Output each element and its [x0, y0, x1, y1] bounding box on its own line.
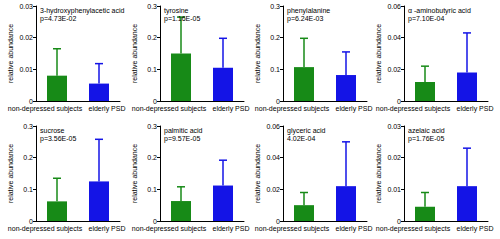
svg-text:0.2: 0.2	[147, 34, 157, 41]
svg-text:non-depressed subjects: non-depressed subjects	[255, 105, 330, 113]
svg-text:0: 0	[29, 218, 33, 225]
svg-text:elderly PSD: elderly PSD	[336, 225, 373, 233]
svg-text:elderly PSD: elderly PSD	[213, 225, 250, 233]
svg-text:relative abundance: relative abundance	[375, 24, 382, 83]
svg-text:relative abundance: relative abundance	[7, 144, 14, 203]
svg-text:elderly PSD: elderly PSD	[89, 105, 126, 113]
svg-text:0.1: 0.1	[270, 66, 280, 73]
svg-text:p=3.56E-05: p=3.56E-05	[40, 135, 76, 143]
svg-text:0: 0	[153, 98, 157, 105]
svg-text:non-depressed subjects: non-depressed subjects	[376, 225, 451, 233]
svg-text:0.2: 0.2	[23, 154, 33, 161]
svg-text:0.01: 0.01	[19, 66, 33, 73]
svg-text:α -aminobutyric acid: α -aminobutyric acid	[408, 7, 471, 15]
svg-text:phenylalanine: phenylalanine	[287, 7, 330, 15]
svg-text:0.3: 0.3	[147, 3, 157, 10]
svg-text:0.02: 0.02	[387, 66, 401, 73]
svg-text:non-depressed subjects: non-depressed subjects	[132, 225, 207, 233]
svg-text:p=1.76E-05: p=1.76E-05	[408, 135, 444, 143]
svg-text:relative abundance: relative abundance	[375, 144, 382, 203]
svg-text:non-depressed subjects: non-depressed subjects	[132, 105, 207, 113]
svg-text:p=7.10E-04: p=7.10E-04	[408, 15, 444, 23]
svg-text:non-depressed subjects: non-depressed subjects	[376, 105, 451, 113]
svg-text:0: 0	[397, 218, 401, 225]
svg-text:tyrosine: tyrosine	[164, 7, 189, 15]
svg-text:0.3: 0.3	[147, 123, 157, 130]
svg-text:0.2: 0.2	[147, 154, 157, 161]
svg-text:elderly PSD: elderly PSD	[457, 105, 494, 113]
svg-text:elderly PSD: elderly PSD	[336, 105, 373, 113]
svg-text:0: 0	[276, 218, 280, 225]
svg-text:0.3: 0.3	[23, 123, 33, 130]
svg-text:p=4.73E-02: p=4.73E-02	[40, 15, 76, 23]
svg-text:non-depressed subjects: non-depressed subjects	[8, 105, 83, 113]
svg-text:0.06: 0.06	[387, 3, 401, 10]
svg-text:palmitic acid: palmitic acid	[164, 127, 203, 135]
svg-text:elderly PSD: elderly PSD	[89, 225, 126, 233]
svg-text:0.1: 0.1	[147, 66, 157, 73]
svg-text:sucrose: sucrose	[40, 127, 65, 134]
svg-text:p=6.24E-03: p=6.24E-03	[287, 15, 323, 23]
svg-text:p=9.57E-05: p=9.57E-05	[164, 135, 200, 143]
svg-text:0: 0	[29, 98, 33, 105]
svg-text:relative abundance: relative abundance	[7, 24, 14, 83]
svg-text:0.06: 0.06	[266, 123, 280, 130]
svg-text:0.2: 0.2	[270, 34, 280, 41]
svg-text:3-hydroxyphenylacetic acid: 3-hydroxyphenylacetic acid	[40, 7, 125, 15]
svg-text:0.02: 0.02	[19, 34, 33, 41]
svg-text:relative abundance: relative abundance	[131, 24, 138, 83]
svg-text:0.1: 0.1	[23, 186, 33, 193]
svg-text:non-depressed subjects: non-depressed subjects	[8, 225, 83, 233]
svg-text:0.04: 0.04	[266, 154, 280, 161]
svg-text:elderly PSD: elderly PSD	[457, 225, 494, 233]
svg-text:0.04: 0.04	[387, 34, 401, 41]
svg-text:0.02: 0.02	[387, 154, 401, 161]
svg-text:relative abundance: relative abundance	[254, 24, 261, 83]
svg-text:4.02E-04: 4.02E-04	[287, 135, 316, 142]
svg-text:0.3: 0.3	[270, 3, 280, 10]
svg-text:0.01: 0.01	[387, 186, 401, 193]
svg-text:non-depressed subjects: non-depressed subjects	[255, 225, 330, 233]
svg-text:glyceric acid: glyceric acid	[287, 127, 326, 135]
svg-text:0: 0	[397, 98, 401, 105]
svg-text:0.02: 0.02	[266, 186, 280, 193]
svg-text:azelaic acid: azelaic acid	[408, 127, 445, 134]
svg-text:0: 0	[276, 98, 280, 105]
svg-text:elderly PSD: elderly PSD	[213, 105, 250, 113]
svg-text:0.03: 0.03	[19, 3, 33, 10]
svg-text:0.1: 0.1	[147, 186, 157, 193]
svg-text:0: 0	[153, 218, 157, 225]
svg-text:p=1.16E-05: p=1.16E-05	[164, 15, 200, 23]
svg-text:0.03: 0.03	[387, 123, 401, 130]
svg-text:relative abundance: relative abundance	[131, 144, 138, 203]
svg-text:relative abundance: relative abundance	[254, 144, 261, 203]
